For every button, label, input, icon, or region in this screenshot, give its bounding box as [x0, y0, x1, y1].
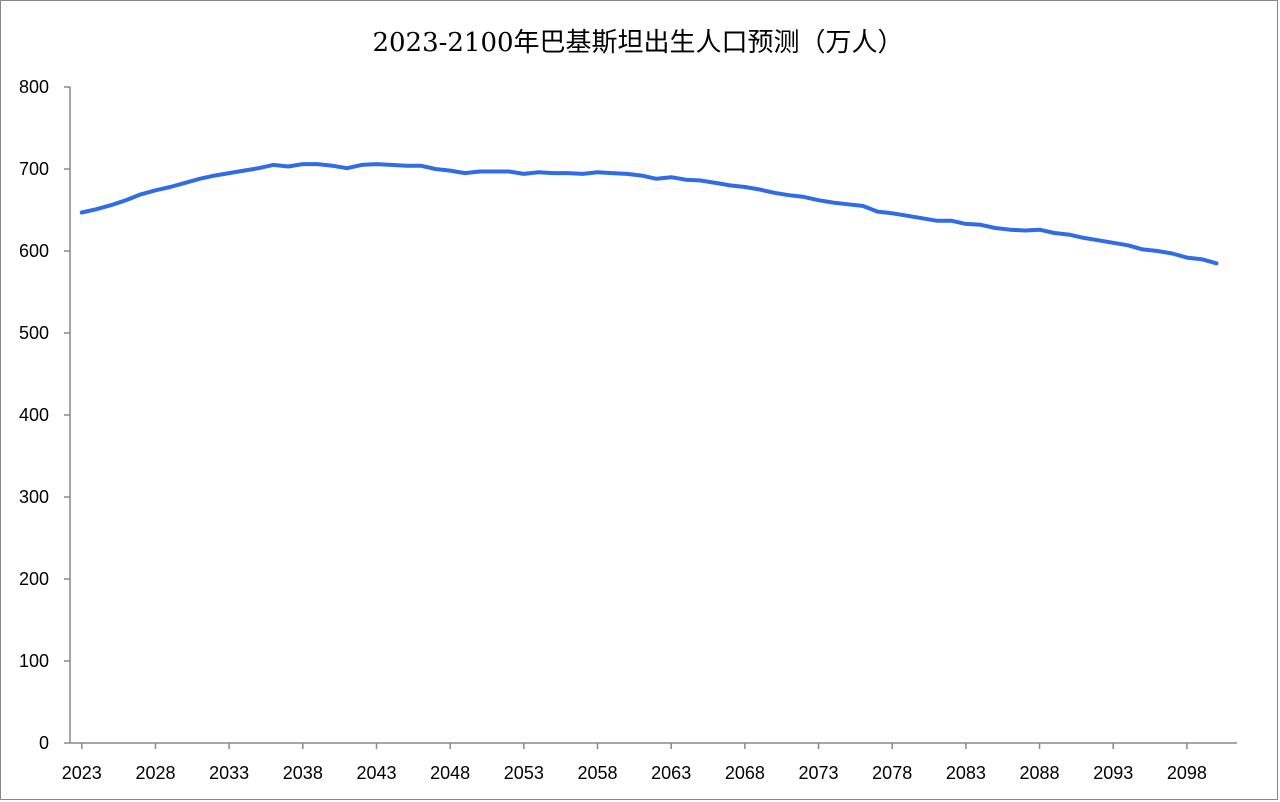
chart-title: 2023-2100年巴基斯坦出生人口预测（万人） [372, 28, 904, 58]
y-tick-label: 700 [19, 159, 49, 179]
x-tick-label: 2093 [1093, 763, 1133, 783]
x-tick-label: 2033 [209, 763, 249, 783]
x-tick-label: 2023 [62, 763, 102, 783]
x-tick-label: 2028 [135, 763, 175, 783]
x-tick-label: 2053 [504, 763, 544, 783]
x-tick-label: 2083 [946, 763, 986, 783]
y-tick-label: 200 [19, 569, 49, 589]
x-tick-label: 2063 [651, 763, 691, 783]
x-tick-label: 2098 [1167, 763, 1207, 783]
y-tick-label: 600 [19, 241, 49, 261]
x-tick-label: 2048 [430, 763, 470, 783]
x-tick-label: 2038 [283, 763, 323, 783]
x-tick-label: 2043 [356, 763, 396, 783]
y-tick-label: 0 [39, 733, 49, 753]
x-tick-label: 2073 [799, 763, 839, 783]
y-tick-label: 800 [19, 77, 49, 97]
y-tick-label: 300 [19, 487, 49, 507]
y-tick-label: 400 [19, 405, 49, 425]
y-tick-label: 500 [19, 323, 49, 343]
series-line [79, 162, 1219, 266]
y-tick-label: 100 [19, 651, 49, 671]
x-tick-label: 2088 [1020, 763, 1060, 783]
x-tick-label: 2068 [725, 763, 765, 783]
x-tick-label: 2058 [577, 763, 617, 783]
x-tick-label: 2078 [872, 763, 912, 783]
